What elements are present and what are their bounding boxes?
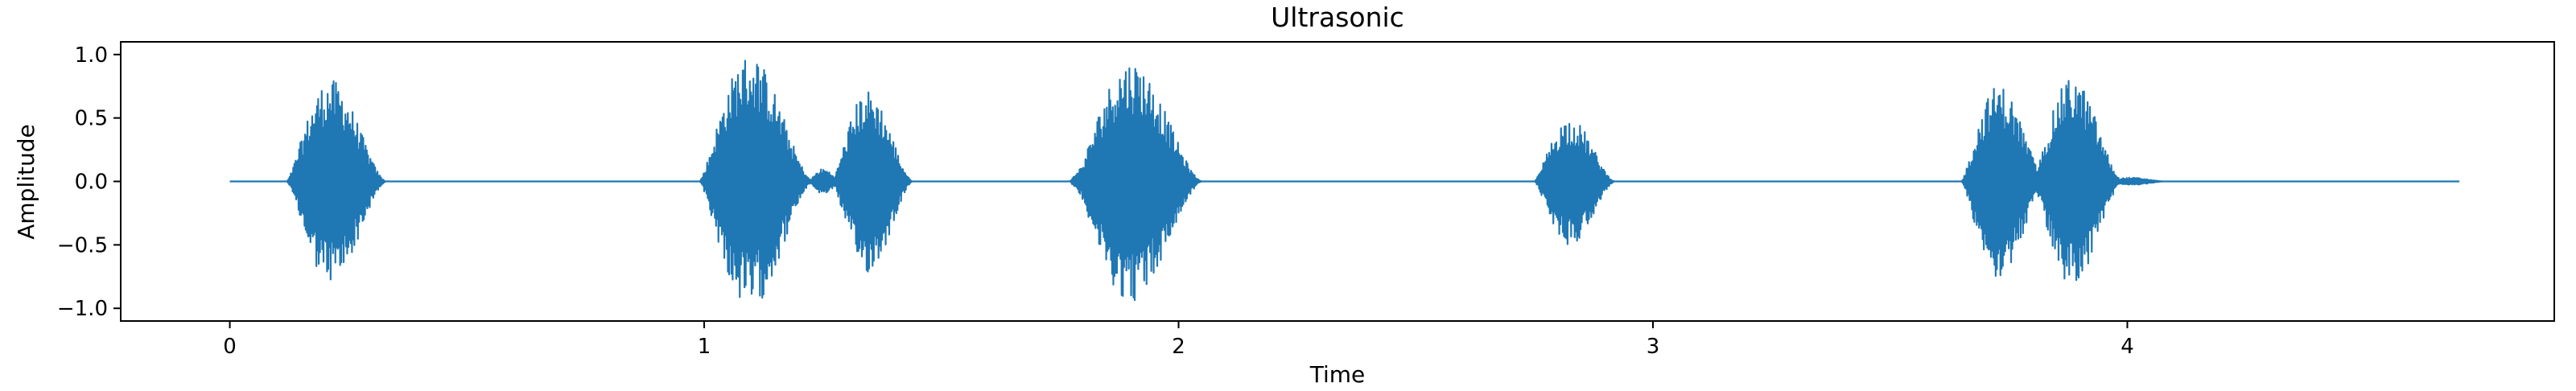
- y-axis: −1.0 −0.5 0.0 0.5 1.0: [57, 43, 121, 321]
- x-tick-label: 0: [223, 335, 237, 359]
- x-tick-label: 1: [698, 335, 711, 359]
- y-tick-label: −0.5: [57, 233, 108, 257]
- x-tick-label: 4: [2121, 335, 2134, 359]
- y-tick-label: 0.0: [75, 171, 108, 195]
- x-tick-label: 2: [1172, 335, 1185, 359]
- x-tick-label: 3: [1647, 335, 1660, 359]
- plot-area: [229, 60, 2460, 302]
- y-tick-label: −1.0: [57, 297, 108, 321]
- chart-title: Ultrasonic: [1271, 2, 1404, 33]
- y-tick-label: 0.5: [75, 107, 108, 131]
- plot-frame: [120, 41, 2555, 322]
- x-axis: 0 1 2 3 4: [223, 321, 2134, 359]
- y-tick-label: 1.0: [75, 43, 108, 68]
- waveform-series-line: [229, 60, 2460, 302]
- x-axis-label: Time: [1309, 361, 1366, 387]
- y-axis-label: Amplitude: [13, 124, 39, 240]
